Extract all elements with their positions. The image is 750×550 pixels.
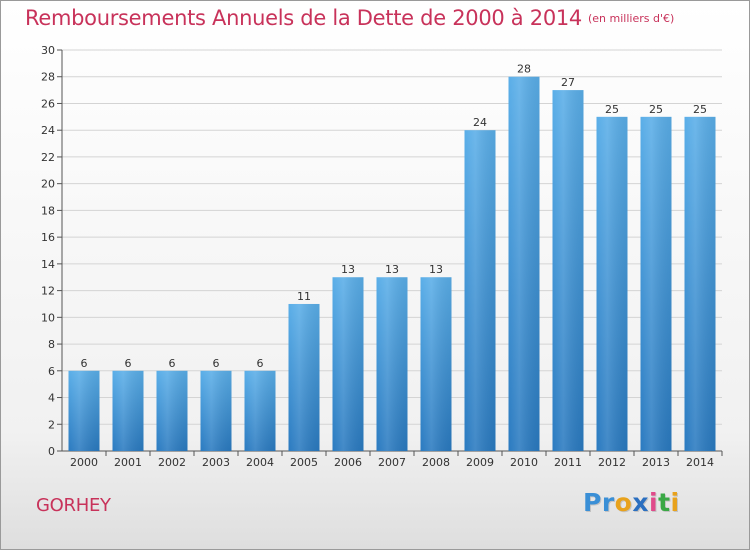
chart-unit: (en milliers d'€) [588, 12, 675, 25]
data-label: 13 [341, 263, 355, 276]
x-tick-label: 2009 [466, 456, 494, 469]
data-label: 25 [693, 103, 707, 116]
data-label: 6 [169, 357, 176, 370]
bar-shine [552, 90, 584, 451]
y-tick-label: 30 [41, 44, 55, 57]
proxiti-logo: Proxiti [583, 488, 680, 517]
x-tick-label: 2010 [510, 456, 538, 469]
y-tick-label: 2 [48, 418, 55, 431]
bar-shine [288, 303, 320, 451]
bar-shine [244, 370, 276, 451]
bar-shine [420, 277, 452, 451]
data-label: 13 [385, 263, 399, 276]
y-tick-label: 22 [41, 151, 55, 164]
y-tick-label: 12 [41, 285, 55, 298]
x-tick-label: 2002 [158, 456, 186, 469]
logo-letter: i [649, 488, 659, 517]
data-label: 27 [561, 76, 575, 89]
data-label: 25 [649, 103, 663, 116]
chart-title-text: Remboursements Annuels de la Dette de 20… [25, 6, 582, 30]
x-tick-label: 2011 [554, 456, 582, 469]
data-label: 24 [473, 116, 487, 129]
y-tick-label: 14 [41, 258, 55, 271]
bar-shine [332, 277, 364, 451]
y-tick-label: 24 [41, 124, 55, 137]
x-tick-label: 2000 [70, 456, 98, 469]
bar-shine [376, 277, 408, 451]
logo-letter: x [632, 488, 649, 517]
x-tick-label: 2008 [422, 456, 450, 469]
chart-title: Remboursements Annuels de la Dette de 20… [25, 6, 674, 30]
x-tick-label: 2006 [334, 456, 362, 469]
logo-letter: r [601, 488, 615, 517]
data-label: 13 [429, 263, 443, 276]
x-tick-label: 2005 [290, 456, 318, 469]
x-tick-label: 2012 [598, 456, 626, 469]
commune-name: GORHEY [36, 495, 111, 516]
y-tick-label: 6 [48, 365, 55, 378]
y-tick-label: 26 [41, 97, 55, 110]
data-label: 6 [81, 357, 88, 370]
x-tick-label: 2004 [246, 456, 274, 469]
data-label: 25 [605, 103, 619, 116]
y-tick-label: 8 [48, 338, 55, 351]
bar-shine [640, 116, 672, 451]
y-tick-label: 16 [41, 231, 55, 244]
bar-shine [200, 370, 232, 451]
y-tick-label: 18 [41, 204, 55, 217]
y-tick-label: 28 [41, 71, 55, 84]
data-label: 6 [125, 357, 132, 370]
bar-shine [464, 130, 496, 451]
y-tick-label: 0 [48, 445, 55, 458]
bar-shine [68, 370, 100, 451]
x-tick-label: 2003 [202, 456, 230, 469]
data-label: 6 [213, 357, 220, 370]
x-tick-label: 2014 [686, 456, 714, 469]
y-tick-label: 4 [48, 392, 55, 405]
bar-shine [684, 116, 716, 451]
y-tick-label: 10 [41, 311, 55, 324]
logo-letter: P [583, 488, 602, 517]
data-label: 11 [297, 290, 311, 303]
bar-shine [112, 370, 144, 451]
x-tick-label: 2013 [642, 456, 670, 469]
x-tick-label: 2001 [114, 456, 142, 469]
bar-shine [508, 76, 540, 451]
bar-shine [596, 116, 628, 451]
data-label: 28 [517, 63, 531, 76]
y-tick-label: 20 [41, 178, 55, 191]
x-tick-label: 2007 [378, 456, 406, 469]
logo-letter: i [670, 488, 680, 517]
bar-shine [156, 370, 188, 451]
logo-letter: t [658, 488, 671, 517]
data-label: 6 [257, 357, 264, 370]
logo-letter: o [614, 488, 633, 517]
